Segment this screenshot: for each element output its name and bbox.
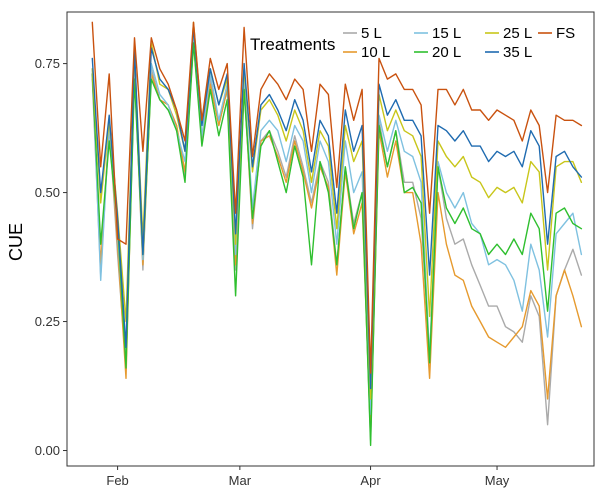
plot-area-border <box>66 11 595 467</box>
x-tick-label: May <box>485 473 510 488</box>
legend-label-15-l: 15 L <box>432 25 461 42</box>
plot-panel <box>66 11 595 467</box>
series-line-10-l <box>91 42 583 436</box>
legend-label-fs: FS <box>556 25 575 42</box>
series-line-fs <box>91 21 583 374</box>
y-tick-label: 0.25 <box>35 314 60 329</box>
y-axis-title: CUE <box>6 223 26 261</box>
x-tick-label: Apr <box>360 473 381 488</box>
series-lines <box>91 21 583 447</box>
y-tick-label: 0.00 <box>35 443 60 458</box>
x-tick-label: Feb <box>106 473 128 488</box>
legend: Treatments 5 L 10 L 15 L 20 L 25 L 35 L FS <box>250 25 575 61</box>
y-tick-label: 0.75 <box>35 56 60 71</box>
x-axis: Feb Mar Apr May <box>106 466 510 488</box>
legend-label-5-l: 5 L <box>361 25 382 42</box>
series-line-20-l <box>91 42 583 447</box>
legend-label-35-l: 35 L <box>503 44 532 61</box>
legend-label-10-l: 10 L <box>361 44 390 61</box>
legend-title: Treatments <box>250 35 335 54</box>
y-tick-label: 0.50 <box>35 185 60 200</box>
series-line-25-l <box>91 21 583 400</box>
y-axis: 0.00 0.25 0.50 0.75 <box>35 56 67 458</box>
legend-label-20-l: 20 L <box>432 44 461 61</box>
x-tick-label: Mar <box>229 473 252 488</box>
legend-label-25-l: 25 L <box>503 25 532 42</box>
